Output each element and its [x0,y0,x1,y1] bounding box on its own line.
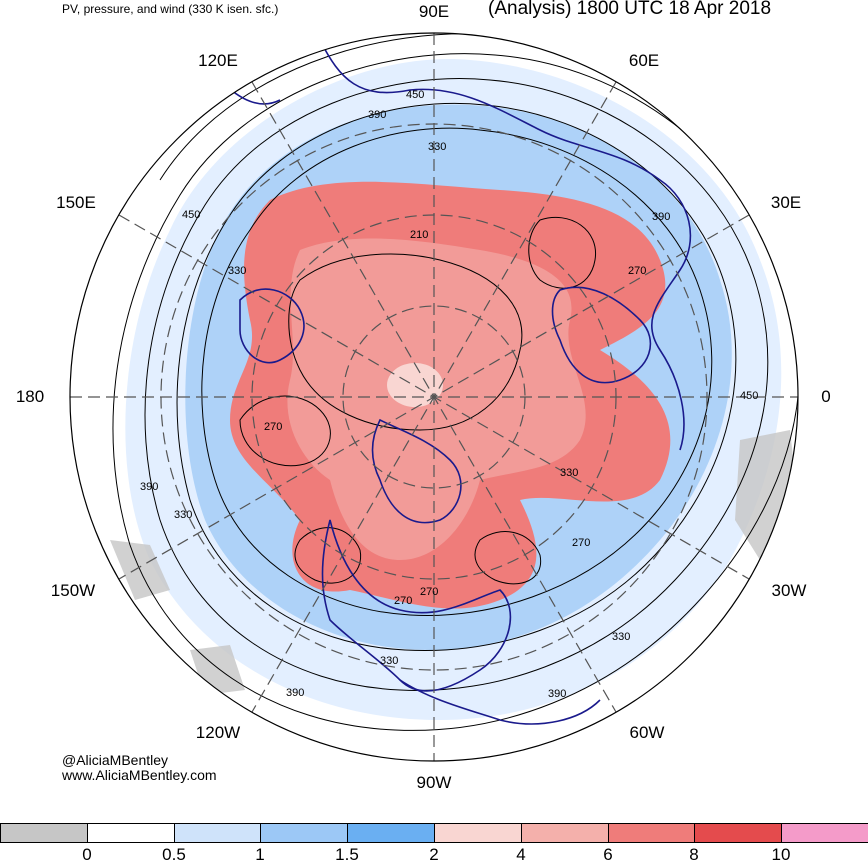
colorbar-segment [694,824,782,842]
pv-low-pocket [387,363,443,407]
colorbar-segment [173,824,261,842]
contour-label: 450 [740,390,758,402]
contour-label: 330 [228,265,246,277]
lon-label-90w: 90W [416,773,452,792]
colorbar-segment [433,824,521,842]
contour-label: 330 [380,655,398,667]
colorbar-segment [260,824,348,842]
chart-title-left: PV, pressure, and wind (330 K isen. sfc.… [62,2,279,16]
map-boundary [69,32,799,762]
contour-label: 450 [182,209,200,221]
graticule [70,33,798,761]
contour-label: 270 [572,537,590,549]
colorbar-segment [607,824,695,842]
pv-high-inner [287,238,586,560]
contour-label: 330 [612,631,630,643]
lon-label-120e: 120E [198,51,238,70]
colorbar-segment [520,824,608,842]
map-fields [70,33,798,761]
contour-label: 390 [286,687,304,699]
lon-label-60e: 60E [628,51,660,70]
contour-label: 270 [420,586,438,598]
contour-label: 390 [548,688,566,700]
contour-label: 330 [560,467,578,479]
contour-label: 390 [368,109,386,121]
contour-label: 390 [140,481,158,493]
lon-label-30e: 30E [770,193,802,212]
lon-label-30w: 30W [771,581,807,600]
colorbar-tick-label: 10 [771,845,791,864]
contour-label: 450 [406,89,424,101]
contour-label-group: 450 390 330 210 270 390 270 450 330 270 … [140,89,758,700]
colorbar-tick-label: 0 [82,845,92,864]
colorbar-tick-label: 0.5 [162,845,186,864]
lon-label-0: 0 [821,387,831,406]
lon-label-150w: 150W [50,581,96,600]
contour-label: 270 [628,265,646,277]
contour-label: 330 [174,509,192,521]
polar-map: 450 390 330 210 270 390 270 450 330 270 … [69,32,799,762]
colorbar-segment [781,824,868,842]
credit-handle: @AliciaMBentley [62,752,169,768]
contour-label: 210 [410,229,428,241]
colorbar-tick-label: 6 [603,845,613,864]
contour-label: 390 [652,211,670,223]
colorbar-tick-label: 1 [255,845,265,864]
pv-gray-patch-east [735,430,798,560]
contour-label: 270 [394,595,412,607]
colorbar-segment [0,824,87,842]
colorbar-tick-label: 8 [689,845,699,864]
contour-label: 330 [428,141,446,153]
colorbar-segment [347,824,434,842]
lon-label-120w: 120W [195,723,241,742]
colorbar-tick-label: 2 [429,845,439,864]
lon-label-60w: 60W [629,723,665,742]
colorbar-tick-label: 1.5 [335,845,359,864]
colorbar-tick-label: 4 [516,845,526,864]
colorbar [0,823,868,843]
colorbar-segment [86,824,174,842]
lon-label-150e: 150E [56,193,96,212]
lon-label-90e: 90E [418,2,450,21]
contour-label: 270 [264,421,282,433]
credit-website: www.AliciaMBentley.com [62,767,217,783]
lon-label-180: 180 [15,387,45,406]
chart-title-right: (Analysis) 1800 UTC 18 Apr 2018 [488,0,772,19]
